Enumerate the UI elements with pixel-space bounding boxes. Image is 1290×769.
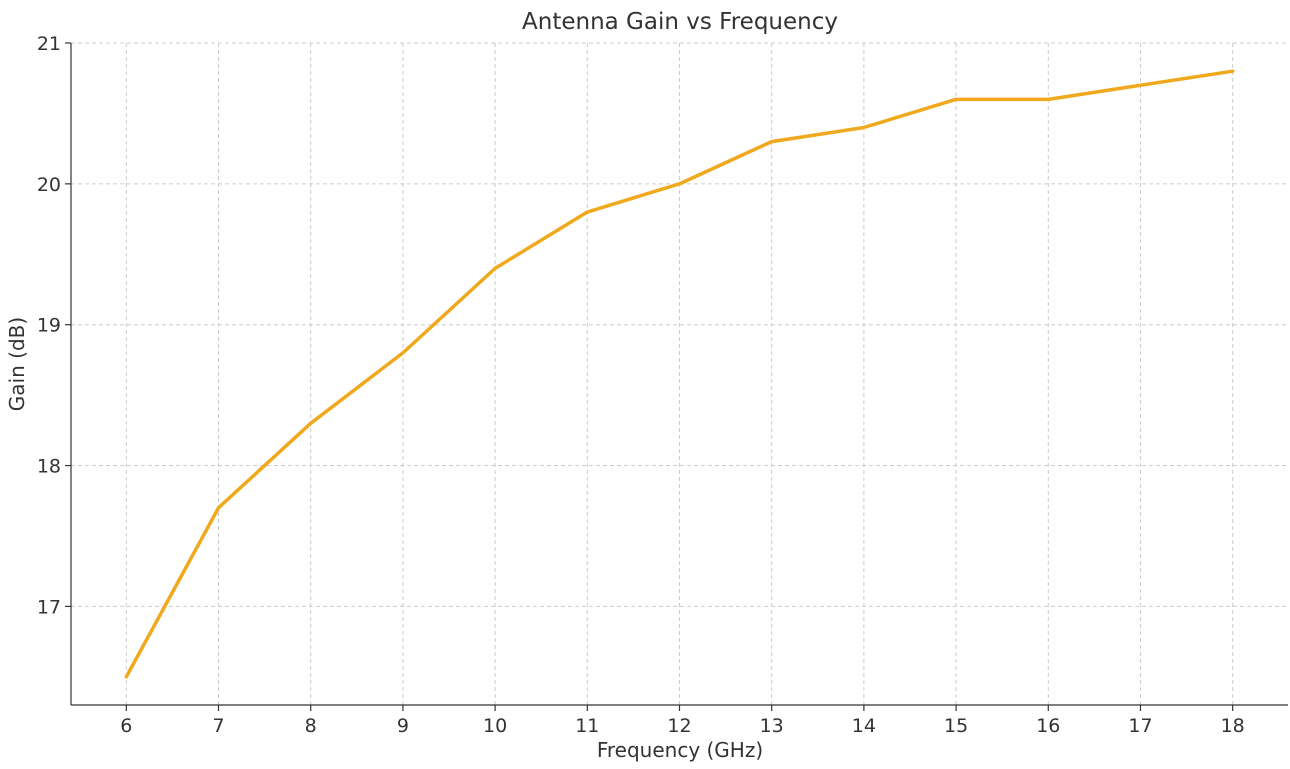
y-tick-label-1: 18: [37, 456, 61, 478]
y-tick-label-0: 17: [37, 596, 61, 618]
x-tick-label-7: 13: [760, 715, 784, 737]
data-point-0-1: [217, 506, 221, 510]
series-line-0: [124, 69, 1235, 679]
x-tick-label-1: 7: [212, 715, 224, 737]
data-point-0-3: [401, 351, 405, 355]
data-point-0-8: [862, 126, 866, 130]
x-tick-label-5: 11: [575, 715, 599, 737]
series: [124, 69, 1235, 679]
data-point-0-11: [1138, 83, 1142, 87]
x-tick-label-0: 6: [120, 715, 132, 737]
x-tick-label-12: 18: [1221, 715, 1245, 737]
data-point-0-4: [493, 266, 497, 270]
data-point-0-2: [309, 421, 313, 425]
y-axis-label: Gain (dB): [5, 317, 29, 411]
y-tick-label-3: 20: [37, 174, 61, 196]
x-axis-label: Frequency (GHz): [597, 738, 763, 762]
x-tick-label-8: 14: [852, 715, 876, 737]
y-tick-label-2: 19: [37, 315, 61, 337]
x-tick-label-9: 15: [944, 715, 968, 737]
x-tick-label-10: 16: [1036, 715, 1060, 737]
y-tick-label-4: 21: [37, 33, 61, 55]
data-point-0-0: [124, 675, 128, 679]
tick-labels: 6 7 8 9 10 11 12 13 14 15 16 17 18 17 18 19 20 21: [37, 33, 1245, 737]
x-tick-label-4: 10: [483, 715, 507, 737]
data-point-0-12: [1231, 69, 1235, 73]
x-tick-label-2: 8: [305, 715, 317, 737]
data-point-0-7: [770, 140, 774, 144]
data-point-0-6: [678, 182, 682, 186]
grid: [71, 42, 1288, 705]
x-tick-label-6: 12: [667, 715, 691, 737]
x-tick-label-3: 9: [397, 715, 409, 737]
axes: [65, 42, 1288, 711]
data-point-0-9: [954, 97, 958, 101]
data-point-0-10: [1046, 97, 1050, 101]
x-tick-label-11: 17: [1128, 715, 1152, 737]
chart-title: Antenna Gain vs Frequency: [522, 9, 838, 35]
data-point-0-5: [585, 210, 589, 214]
